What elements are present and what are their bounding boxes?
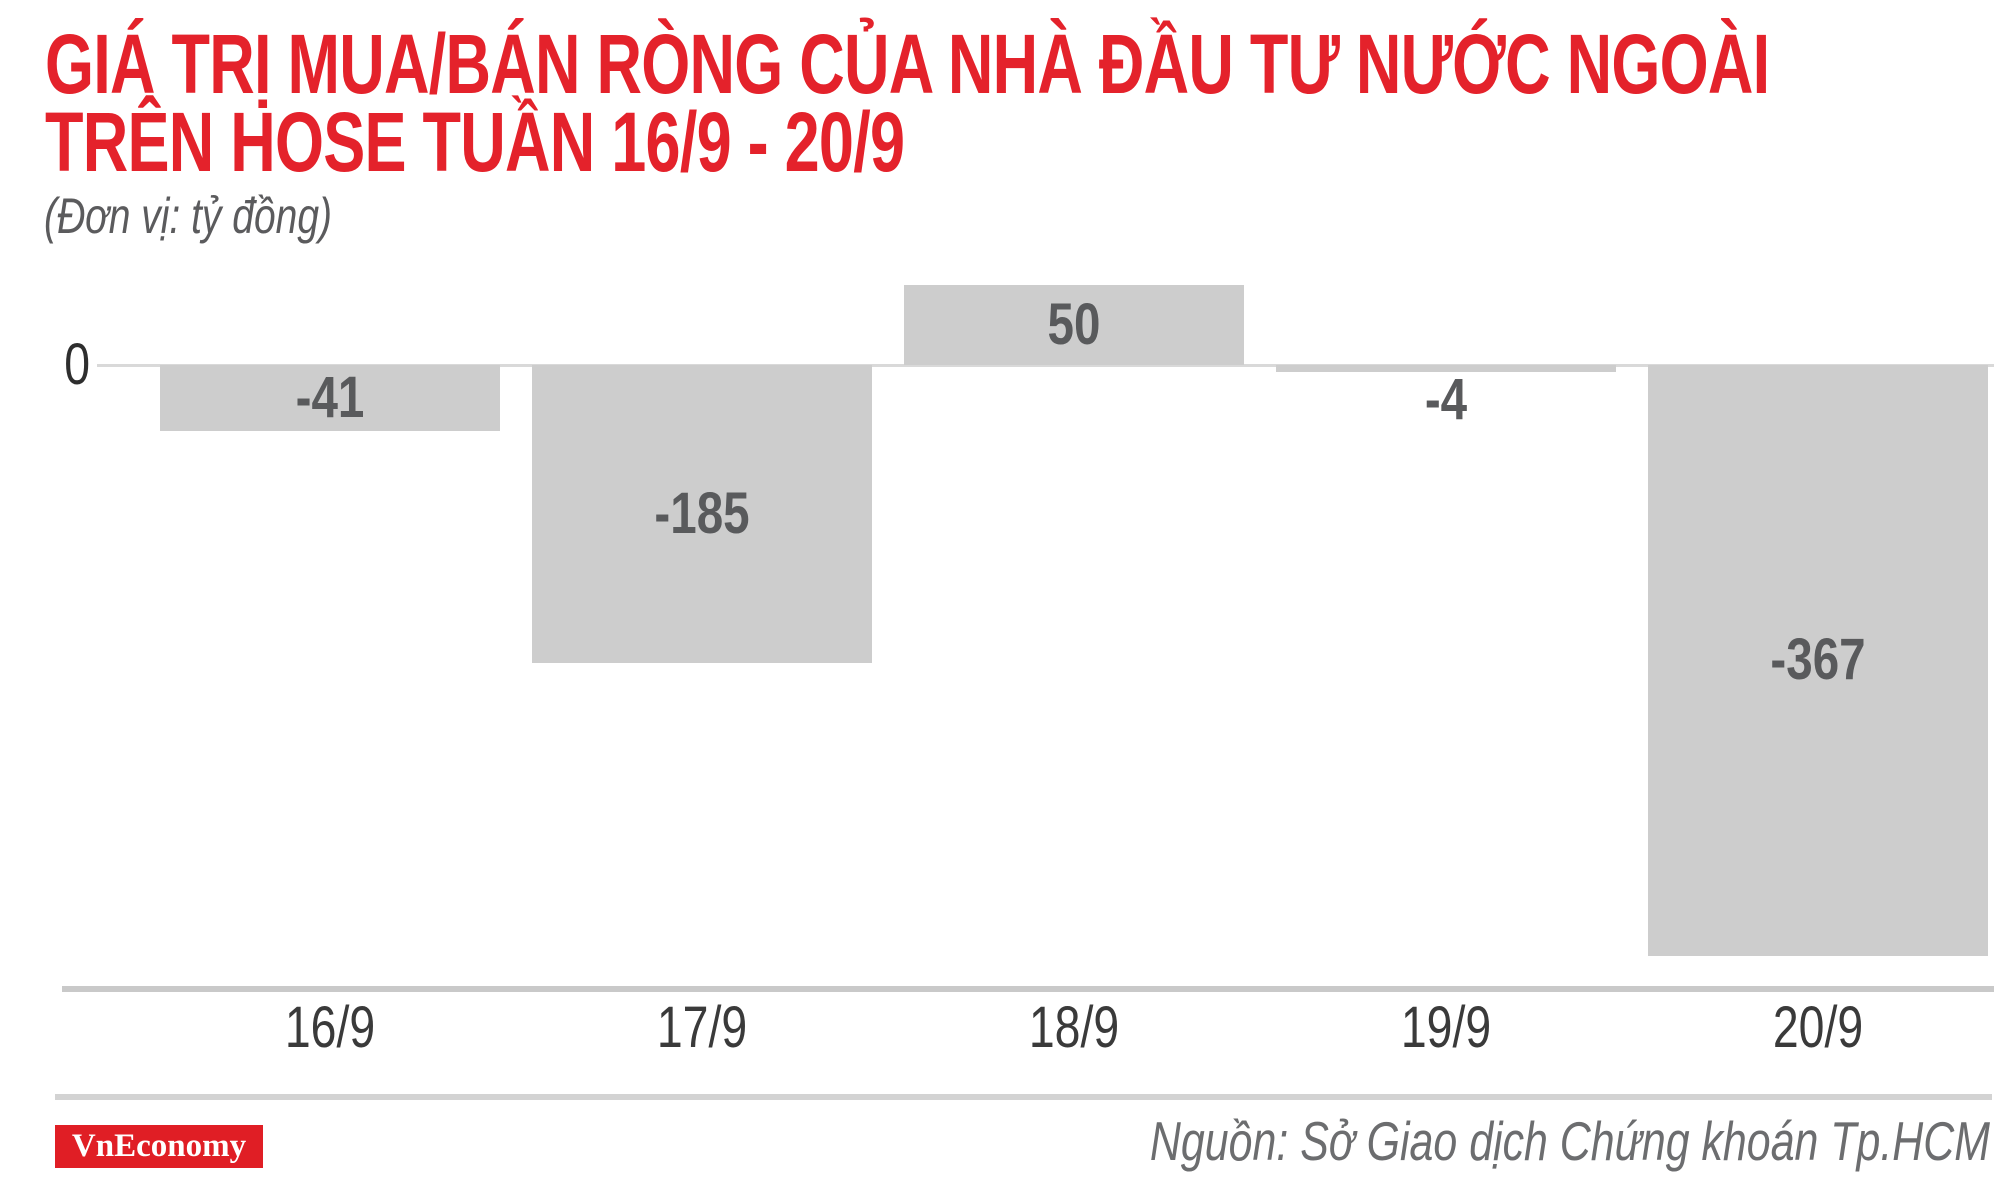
bar-19-9 xyxy=(1276,365,1616,372)
chart-title-line2: TRÊN HOSE TUẦN 16/9 - 20/9 xyxy=(45,95,905,189)
bar-value-label-20-9: -367 xyxy=(1770,627,1866,693)
bar-value-label-19-9: -4 xyxy=(1424,367,1468,432)
footer-divider-line xyxy=(55,1094,1992,1100)
chart-title-line1: GIÁ TRỊ MUA/BÁN RÒNG CỦA NHÀ ĐẦU TƯ NƯỚC… xyxy=(45,17,1770,111)
x-tick-label-16-9: 16/9 xyxy=(284,995,376,1060)
bar-18-9 xyxy=(904,284,1244,365)
source-attribution: Nguồn: Sở Giao dịch Chứng khoán Tp.HCM xyxy=(1149,1110,1990,1172)
x-tick-label-20-9: 20/9 xyxy=(1772,995,1864,1060)
bar-value-label-18-9: 50 xyxy=(1047,291,1101,357)
x-tick-label-18-9: 18/9 xyxy=(1028,995,1120,1060)
chart-unit-subtitle: (Đơn vị: tỷ đồng) xyxy=(44,188,333,244)
bar-value-label-16-9: -41 xyxy=(295,365,365,430)
bar-16-9 xyxy=(160,365,500,431)
vneconomy-logo-text: VnEconomy xyxy=(71,1128,247,1164)
zero-baseline xyxy=(97,364,1994,367)
bar-17-9 xyxy=(532,365,872,663)
x-tick-label-17-9: 17/9 xyxy=(656,995,748,1060)
y-axis-zero-label: 0 xyxy=(64,332,90,397)
x-axis-separator-line xyxy=(62,986,1994,992)
bar-value-label-17-9: -185 xyxy=(654,480,750,546)
vneconomy-logo: VnEconomy xyxy=(55,1125,263,1168)
bar-20-9 xyxy=(1648,365,1988,956)
x-tick-label-19-9: 19/9 xyxy=(1400,995,1492,1060)
